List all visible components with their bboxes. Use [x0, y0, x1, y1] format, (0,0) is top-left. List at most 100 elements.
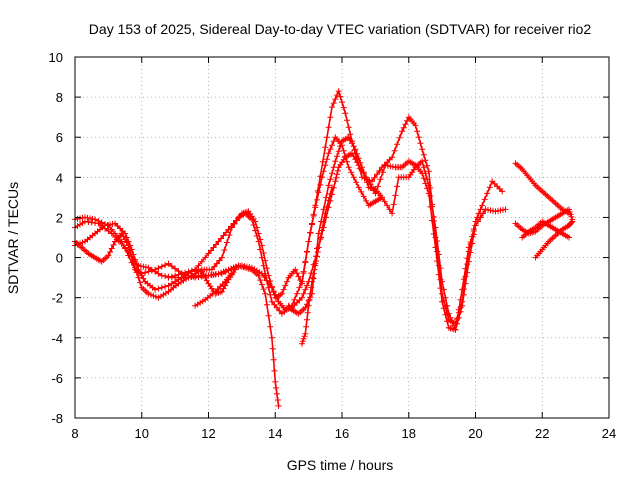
- plus-marker: [168, 280, 175, 287]
- plus-marker: [105, 228, 112, 234]
- plus-marker: [226, 232, 233, 238]
- plus-marker: [459, 302, 466, 309]
- plus-marker: [424, 176, 431, 183]
- plus-marker: [269, 345, 276, 352]
- series-line: [74, 152, 507, 331]
- plus-marker: [306, 296, 313, 303]
- plus-marker: [300, 268, 307, 275]
- plus-marker: [325, 197, 332, 204]
- plus-marker: [125, 242, 132, 249]
- plus-marker: [414, 128, 421, 135]
- plus-marker: [232, 266, 239, 273]
- plus-marker: [477, 214, 484, 221]
- plus-marker: [310, 212, 317, 219]
- plus-marker: [218, 254, 225, 261]
- plus-marker: [427, 192, 434, 199]
- plus-marker: [327, 190, 334, 197]
- plus-marker: [422, 157, 429, 164]
- plus-marker: [303, 323, 310, 330]
- plus-marker: [386, 206, 393, 213]
- plus-marker: [315, 244, 322, 251]
- plus-marker: [479, 202, 486, 209]
- plus-marker: [172, 278, 179, 285]
- plus-marker: [253, 233, 260, 239]
- plus-marker: [152, 268, 159, 275]
- plus-marker: [319, 227, 325, 234]
- plus-marker: [332, 178, 339, 185]
- y-tick-label: 0: [56, 251, 63, 266]
- x-tick-label: 12: [201, 426, 215, 441]
- plus-marker: [470, 231, 477, 238]
- grid: [75, 57, 609, 418]
- plus-marker: [332, 96, 339, 103]
- plus-marker: [390, 201, 397, 208]
- x-tick-label: 8: [71, 426, 78, 441]
- plus-marker: [417, 140, 424, 147]
- plus-marker: [314, 249, 321, 255]
- plus-marker: [391, 147, 398, 154]
- series-track-f: [299, 184, 335, 347]
- plus-marker: [345, 124, 352, 131]
- plus-marker: [429, 203, 436, 210]
- plus-marker: [122, 244, 129, 251]
- plus-marker: [105, 252, 112, 259]
- plus-marker: [422, 170, 429, 177]
- plus-marker: [449, 318, 456, 325]
- plus-marker: [300, 290, 307, 297]
- plus-marker: [419, 158, 426, 165]
- plus-marker: [302, 258, 309, 265]
- plus-marker: [342, 110, 349, 117]
- plus-marker: [198, 258, 205, 265]
- plus-marker: [95, 220, 102, 227]
- plus-marker: [317, 181, 324, 188]
- plus-marker: [165, 274, 172, 281]
- plus-marker: [107, 249, 113, 255]
- plus-marker: [415, 134, 422, 141]
- series-track-h: [192, 270, 235, 309]
- series-track-d: [72, 230, 282, 409]
- x-tick-label: 14: [268, 426, 282, 441]
- plus-marker: [185, 268, 192, 275]
- plus-marker: [329, 142, 335, 149]
- plus-marker: [255, 238, 262, 245]
- plus-marker: [258, 281, 265, 288]
- plus-marker: [445, 310, 452, 317]
- plus-marker: [270, 289, 277, 296]
- plus-marker: [265, 284, 272, 291]
- plus-marker: [465, 258, 472, 265]
- plus-marker: [283, 278, 290, 285]
- plus-marker: [158, 263, 165, 270]
- plus-marker: [309, 221, 315, 228]
- plus-marker: [355, 155, 362, 162]
- plus-marker: [325, 150, 332, 157]
- series-track-b: [72, 88, 506, 327]
- plus-marker: [295, 273, 302, 280]
- series-track-e: [285, 134, 385, 317]
- plus-marker: [304, 282, 310, 289]
- plus-marker: [342, 153, 349, 160]
- plus-marker: [384, 202, 391, 209]
- plus-marker: [389, 210, 396, 217]
- x-tick-label: 16: [335, 426, 349, 441]
- y-tick-label: 8: [56, 90, 63, 105]
- plus-marker: [322, 210, 329, 217]
- plus-marker: [467, 249, 474, 256]
- plus-marker: [374, 171, 380, 178]
- series-line: [74, 90, 503, 325]
- plus-marker: [392, 192, 399, 199]
- plus-marker: [333, 174, 340, 181]
- plus-marker: [270, 356, 277, 363]
- plus-marker: [317, 236, 324, 242]
- plus-marker: [137, 279, 144, 286]
- plus-marker: [350, 143, 357, 150]
- plus-marker: [369, 178, 375, 185]
- plus-marker: [444, 302, 451, 309]
- plus-marker: [263, 301, 270, 308]
- plus-marker: [271, 367, 278, 374]
- plus-marker: [228, 270, 235, 277]
- plus-marker: [155, 265, 162, 272]
- plus-marker: [273, 384, 280, 391]
- plus-marker: [145, 264, 152, 271]
- plus-marker: [148, 266, 155, 273]
